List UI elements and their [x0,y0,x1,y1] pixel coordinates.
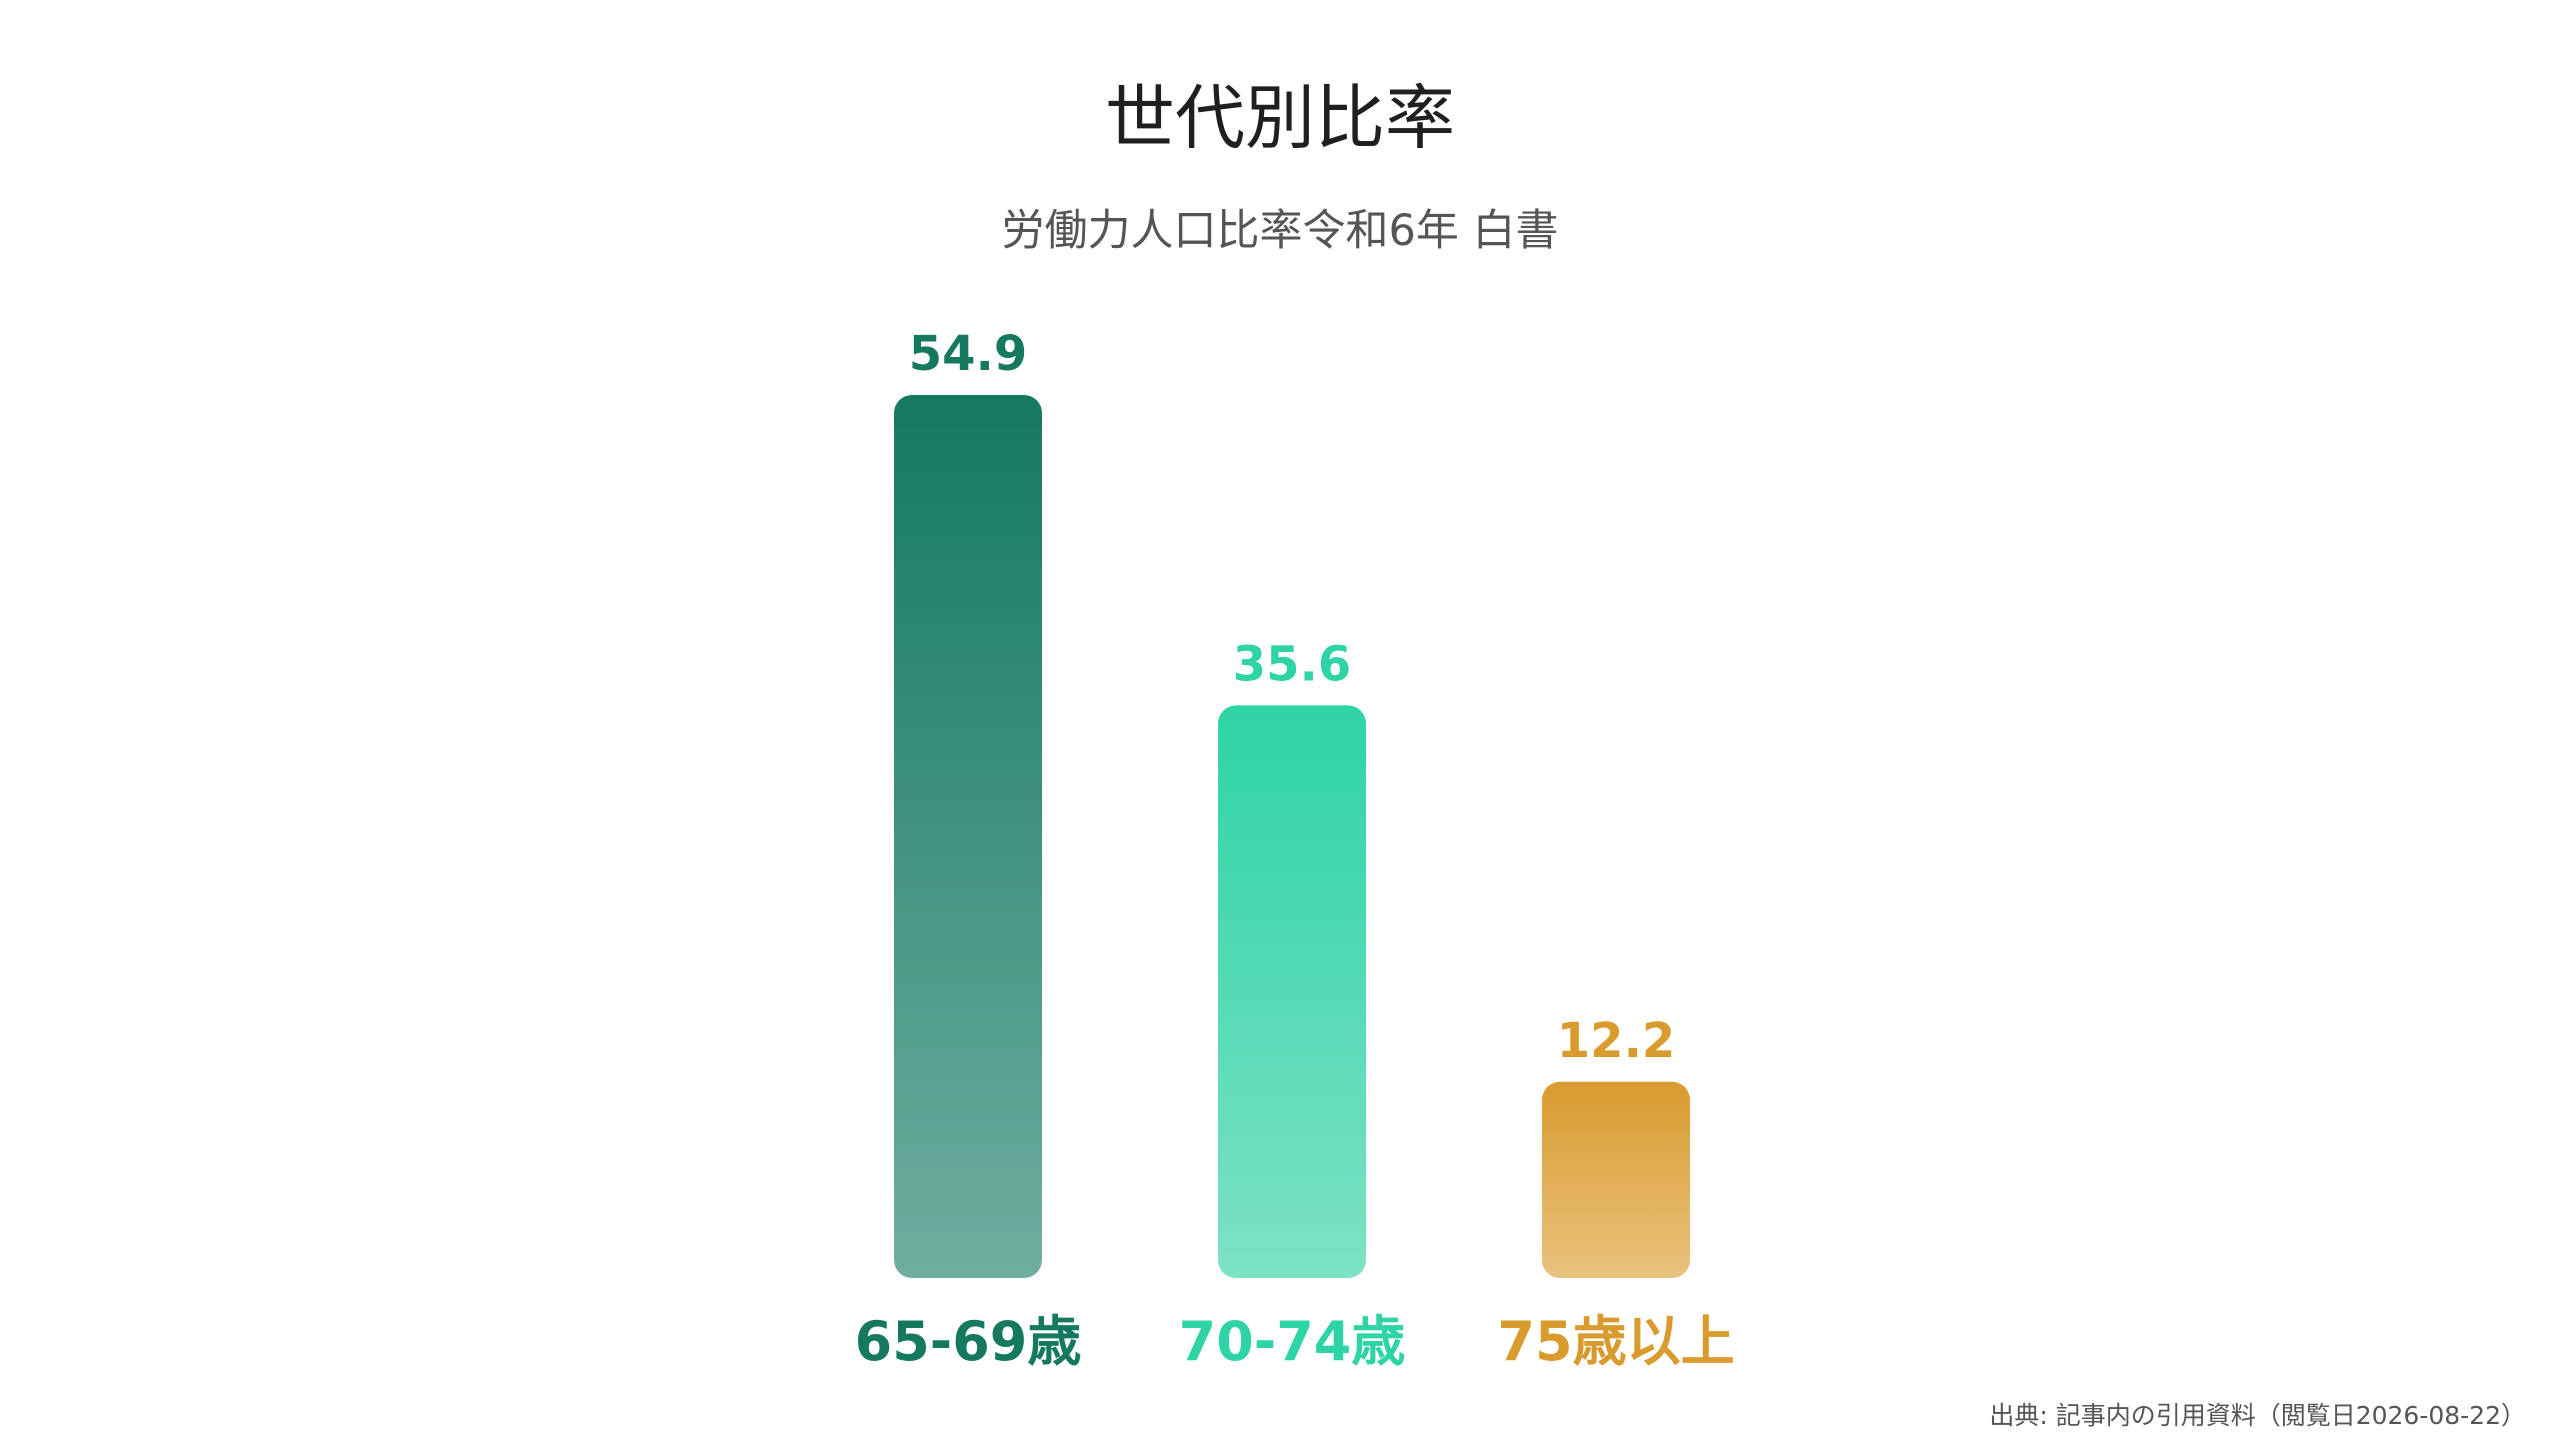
value-label-2: 35.6 [1233,636,1351,692]
category-label-1: 65-69歳 [855,1310,1082,1373]
value-label-1: 54.9 [909,326,1027,382]
bar-2 [1218,705,1366,1278]
chart-title: 世代別比率 [1105,77,1455,159]
value-label-3: 12.2 [1557,1013,1675,1069]
category-label-2: 70-74歳 [1179,1310,1406,1373]
bar-1 [894,395,1042,1278]
category-label-3: 75歳以上 [1497,1310,1734,1373]
bar-3 [1542,1081,1690,1278]
source-note: 出典: 記事内の引用資料（閲覧日2026-08-22） [1989,1401,2526,1430]
chart-subtitle: 労働力人口比率令和6年 白書 [1001,206,1559,256]
